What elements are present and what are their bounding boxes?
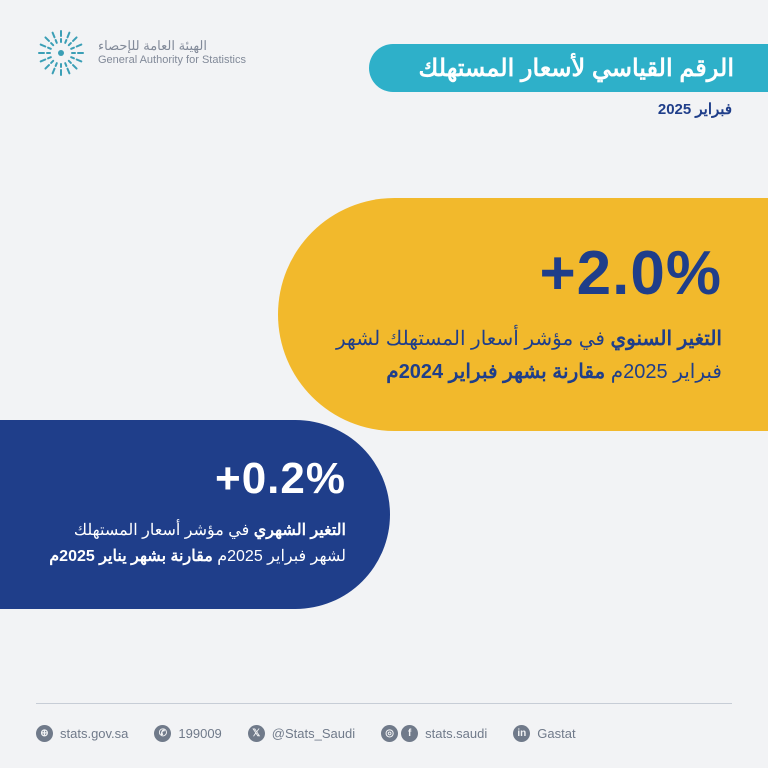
logo-text-ar: الهيئة العامة للإحصاء <box>98 38 246 54</box>
footer-website-text: stats.gov.sa <box>60 726 128 741</box>
logo-text: الهيئة العامة للإحصاء General Authority … <box>98 38 246 68</box>
instagram-icon: ◎ <box>381 725 398 742</box>
annual-desc-emphasis: التغير السنوي <box>611 328 722 350</box>
phone-icon: ✆ <box>154 725 171 742</box>
footer: ⊕ stats.gov.sa ✆ 199009 𝕏 @Stats_Saudi ◎… <box>36 725 732 742</box>
page-title: الرقم القياسي لأسعار المستهلك <box>369 44 768 92</box>
facebook-icon: f <box>401 725 418 742</box>
annual-change-description: التغير السنوي في مؤشر أسعار المستهلك لشه… <box>324 323 722 389</box>
footer-social-text: stats.saudi <box>425 726 487 741</box>
footer-phone-text: 199009 <box>178 726 221 741</box>
monthly-change-value: +0.2% <box>44 454 346 504</box>
monthly-change-card: +0.2% التغير الشهري في مؤشر أسعار المسته… <box>0 420 390 609</box>
monthly-change-description: التغير الشهري في مؤشر أسعار المستهلك لشه… <box>44 518 346 571</box>
footer-phone: ✆ 199009 <box>154 725 221 742</box>
annual-change-value: +2.0% <box>324 238 722 309</box>
linkedin-icon: in <box>513 725 530 742</box>
footer-divider <box>36 703 732 704</box>
footer-linkedin: in Gastat <box>513 725 575 742</box>
annual-desc-comparison: مقارنة بشهر فبراير 2024م <box>386 361 605 383</box>
header: الهيئة العامة للإحصاء General Authority … <box>0 0 768 120</box>
logo: الهيئة العامة للإحصاء General Authority … <box>36 28 246 78</box>
footer-website: ⊕ stats.gov.sa <box>36 725 128 742</box>
subtitle-date: فبراير 2025 <box>658 100 732 118</box>
monthly-desc-comparison: مقارنة بشهر يناير 2025م <box>49 548 213 565</box>
footer-social: ◎ f stats.saudi <box>381 725 487 742</box>
footer-handle: 𝕏 @Stats_Saudi <box>248 725 355 742</box>
globe-icon: ⊕ <box>36 725 53 742</box>
logo-text-en: General Authority for Statistics <box>98 54 246 68</box>
x-icon: 𝕏 <box>248 725 265 742</box>
gastat-logo-icon <box>36 28 86 78</box>
footer-handle-text: @Stats_Saudi <box>272 726 355 741</box>
annual-change-card: +2.0% التغير السنوي في مؤشر أسعار المسته… <box>278 198 768 431</box>
footer-linkedin-text: Gastat <box>537 726 575 741</box>
monthly-desc-emphasis: التغير الشهري <box>254 522 346 539</box>
